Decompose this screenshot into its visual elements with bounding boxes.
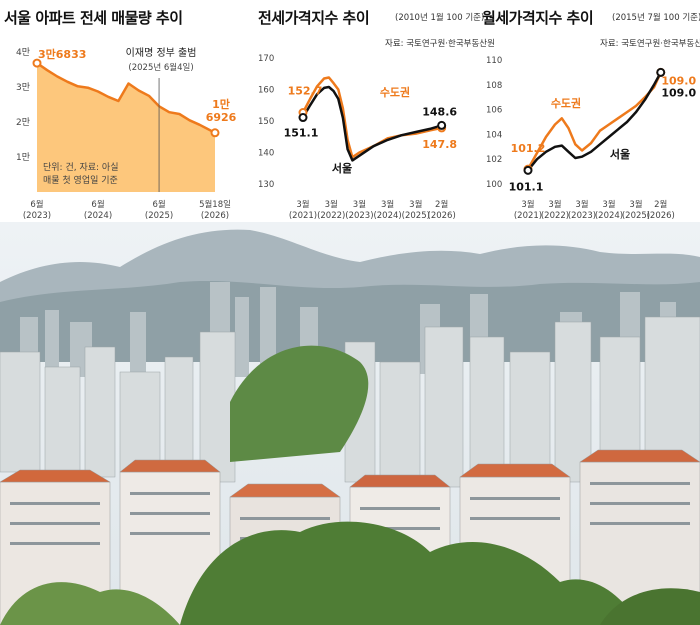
y-tick-label: 1만 [16, 152, 30, 163]
series-name-label: 서울 [610, 147, 630, 161]
y-tick-label: 104 [486, 130, 502, 140]
end-value-label-line2: 6926 [206, 111, 237, 124]
end-value-label: 148.6 [422, 105, 457, 118]
x-tick-year: (2024) [595, 211, 623, 221]
x-tick-year: (2026) [647, 211, 675, 221]
end-point [210, 128, 220, 138]
listing-area [37, 63, 215, 192]
start-value-label: 101.2 [511, 142, 546, 155]
wolse-index-chart: 110 108 106 104 102 100 101.2 109.0 수도권 101.1 109.… [486, 56, 696, 221]
x-tick-label: 2월 [435, 199, 448, 210]
x-tick-year: (2021) [514, 211, 542, 221]
x-tick-year: (2022) [541, 211, 569, 221]
panel1-title: 서울 아파트 전세 매물량 추이 [4, 9, 183, 27]
x-tick-label: 6월 [152, 199, 165, 210]
start-value-label: 3만6833 [38, 47, 86, 61]
y-tick-label: 2만 [16, 117, 30, 128]
end-value-label: 109.0 [661, 86, 696, 99]
x-tick-label: 3월 [381, 199, 394, 210]
y-tick-label: 3만 [16, 82, 30, 93]
x-tick-year: (2026) [428, 211, 456, 221]
y-tick-label: 170 [258, 54, 274, 64]
x-tick-label: 3월 [409, 199, 422, 210]
x-tick-year: (2023) [345, 211, 373, 221]
panel2-title: 전세가격지수 추이 [258, 9, 370, 27]
y-tick-label: 102 [486, 155, 502, 165]
y-tick-label: 106 [486, 106, 502, 116]
start-value-label: 152.7 [288, 84, 323, 97]
end-value-label: 147.8 [422, 138, 457, 151]
series-name-label: 서울 [332, 161, 352, 175]
x-tick-label: 3월 [521, 199, 534, 210]
y-tick-label: 100 [486, 180, 502, 190]
x-tick-year: (2026) [201, 211, 229, 221]
panel3-source: 자료: 국토연구원·한국부동산원 [600, 39, 700, 49]
series-line-seoul [301, 85, 442, 162]
end-value-label-line1: 1만 [212, 97, 230, 111]
x-tick-year: (2022) [317, 211, 345, 221]
end-value-label: 109.0 [661, 74, 696, 87]
y-tick-label: 110 [486, 56, 502, 66]
event-date: (2025년 6월4일) [128, 62, 193, 73]
x-tick-year: (2025) [402, 211, 430, 221]
jeonse-index-chart: 170 160 150 140 130 152.7 147.8 수도권 151.1 148.6 서울… [258, 54, 457, 221]
panel2-subtitle: (2010년 1월 100 기준) [395, 13, 485, 23]
y-tick-label: 140 [258, 149, 274, 159]
y-tick-label: 130 [258, 180, 274, 190]
basis-note: 매물 첫 영업일 기준 [43, 175, 118, 186]
x-tick-label: 3월 [629, 199, 642, 210]
y-tick-label: 150 [258, 117, 274, 127]
y-tick-label: 108 [486, 81, 502, 91]
x-tick-year: (2021) [289, 211, 317, 221]
series-line-capital [526, 71, 662, 170]
listing-line [36, 62, 216, 134]
panel2-source: 자료: 국토연구원·한국부동산원 [385, 39, 495, 49]
x-tick-year: (2024) [84, 211, 112, 221]
x-tick-year: (2024) [373, 211, 401, 221]
start-point [32, 58, 42, 68]
x-tick-label: 5월18일 [199, 199, 231, 210]
x-tick-label: 3월 [325, 199, 338, 210]
x-tick-label: 3월 [575, 199, 588, 210]
end-point [656, 67, 666, 77]
x-tick-year: (2025) [622, 211, 650, 221]
start-point [298, 113, 308, 123]
x-tick-year: (2023) [23, 211, 51, 221]
panel3-title: 월세가격지수 추이 [482, 9, 594, 27]
x-tick-label: 6월 [30, 199, 43, 210]
event-label: 이재명 정부 출범 [126, 47, 197, 59]
unit-note: 단위: 건, 자료: 아실 [43, 162, 118, 173]
start-value-label: 101.1 [509, 180, 544, 193]
series-name-label: 수도권 [380, 86, 410, 99]
x-tick-label: 2월 [654, 199, 667, 210]
seoul-apartment-cityscape-photo [0, 222, 700, 625]
start-value-label: 151.1 [284, 127, 319, 140]
series-name-label: 수도권 [551, 97, 581, 110]
x-tick-label: 6월 [91, 199, 104, 210]
y-tick-label: 160 [258, 86, 274, 96]
start-point [523, 165, 533, 175]
end-point [437, 120, 447, 130]
x-tick-label: 3월 [353, 199, 366, 210]
x-tick-year: (2023) [568, 211, 596, 221]
x-tick-year: (2025) [145, 211, 173, 221]
x-tick-label: 3월 [296, 199, 309, 210]
x-tick-label: 3월 [548, 199, 561, 210]
panel3-subtitle: (2015년 7월 100 기준) [612, 13, 700, 23]
series-line-seoul [527, 71, 662, 172]
y-tick-label: 4만 [16, 47, 30, 58]
x-tick-label: 3월 [602, 199, 615, 210]
